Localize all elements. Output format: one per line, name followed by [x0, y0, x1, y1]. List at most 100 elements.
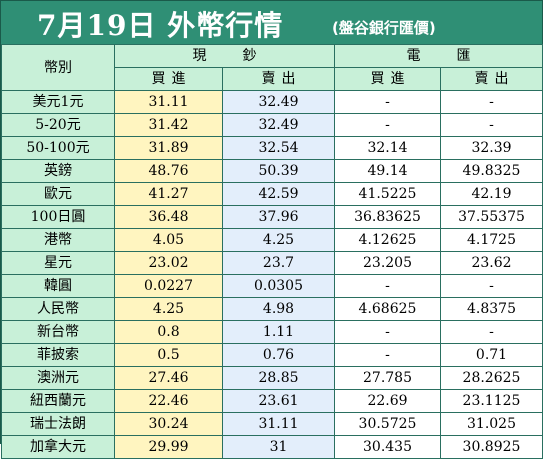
currency-name: 港幣 [1, 228, 115, 252]
wire-buy-rate: - [334, 320, 441, 344]
cash-sell-rate: 32.54 [222, 136, 335, 160]
cash-sell-rate: 32.49 [222, 90, 335, 114]
table-row: 紐西蘭元 22.46 23.61 22.69 23.1125 [1, 389, 543, 413]
title-banner: 7月19日 外幣行情 (盤谷銀行匯價) [1, 1, 542, 44]
currency-name: 人民幣 [1, 297, 115, 321]
wire-sell-rate: 31.025 [440, 412, 543, 436]
wire-buy-rate: 30.5725 [334, 412, 441, 436]
table-row: 加拿大元 29.99 31 30.435 30.8925 [1, 435, 543, 459]
page-title: 7月19日 外幣行情 [37, 9, 284, 42]
currency-column-header: 幣別 [1, 44, 115, 91]
wire-buy-rate: 30.435 [334, 435, 441, 459]
wire-buy-rate: 4.12625 [334, 228, 441, 252]
wire-sell-rate: 28.2625 [440, 366, 543, 390]
cash-sell-rate: 31 [222, 435, 335, 459]
cash-sell-rate: 50.39 [222, 159, 335, 183]
currency-name: 加拿大元 [1, 435, 115, 459]
wire-buy-rate: 41.5225 [334, 182, 441, 206]
cash-sell-rate: 37.96 [222, 205, 335, 229]
currency-name: 星元 [1, 251, 115, 275]
wire-sell-rate: 37.55375 [440, 205, 543, 229]
wire-buy-rate: - [334, 343, 441, 367]
cash-buy-rate: 4.25 [114, 297, 223, 321]
table-row: 菲披索 0.5 0.76-0.71 [1, 343, 543, 367]
wire-sell-rate: 23.62 [440, 251, 543, 275]
currency-name: 瑞士法朗 [1, 412, 115, 436]
wire-buy-rate: - [334, 113, 441, 137]
cash-sell-rate: 4.25 [222, 228, 335, 252]
cash-buy-rate: 30.24 [114, 412, 223, 436]
cash-buy-rate: 23.02 [114, 251, 223, 275]
header-row-subcolumns: 買進 賣出 買進 賣出 [2, 67, 543, 91]
table-row: 50-100元 31.89 32.54 32.14 32.39 [1, 136, 543, 160]
wire-sell-rate: 4.8375 [440, 297, 543, 321]
wire-buy-rate: 22.69 [334, 389, 441, 413]
cash-buy-rate: 0.8 [114, 320, 223, 344]
table-row: 歐元 41.27 42.59 41.5225 42.19 [1, 182, 543, 206]
wire-sell-header: 賣出 [440, 67, 543, 91]
cash-buy-rate: 0.0227 [114, 274, 223, 298]
currency-name: 紐西蘭元 [1, 389, 115, 413]
cash-sell-rate: 32.49 [222, 113, 335, 137]
wire-sell-rate: 23.1125 [440, 389, 543, 413]
wire-sell-rate: 49.8325 [440, 159, 543, 183]
table-row: 港幣 4.05 4.25 4.12625 4.1725 [1, 228, 543, 252]
currency-name: 歐元 [1, 182, 115, 206]
wire-buy-rate: - [334, 274, 441, 298]
table-row: 澳洲元 27.46 28.85 27.785 28.2625 [1, 366, 543, 390]
currency-name: 新台幣 [1, 320, 115, 344]
cash-group-header: 現鈔 [114, 44, 335, 68]
cash-buy-rate: 31.11 [114, 90, 223, 114]
wire-sell-rate: 30.8925 [440, 435, 543, 459]
cash-sell-header: 賣出 [222, 67, 335, 91]
wire-buy-header: 買進 [334, 67, 441, 91]
wire-sell-rate: 32.39 [440, 136, 543, 160]
currency-name: 50-100元 [1, 136, 115, 160]
cash-buy-rate: 22.46 [114, 389, 223, 413]
wire-group-header: 電匯 [334, 44, 543, 68]
currency-name: 100日圓 [1, 205, 115, 229]
wire-sell-rate: - [440, 113, 543, 137]
cash-sell-rate: 23.7 [222, 251, 335, 275]
wire-sell-rate: 42.19 [440, 182, 543, 206]
cash-buy-rate: 36.48 [114, 205, 223, 229]
cash-sell-rate: 23.61 [222, 389, 335, 413]
wire-sell-rate: - [440, 274, 543, 298]
table-row: 韓圓 0.0227 0.0305- - [1, 274, 543, 298]
table-row: 美元1元 31.11 32.49- - [1, 90, 543, 114]
wire-buy-rate: 36.83625 [334, 205, 441, 229]
cash-buy-rate: 29.99 [114, 435, 223, 459]
table-row: 瑞士法朗 30.24 31.11 30.5725 31.025 [1, 412, 543, 436]
currency-name: 美元1元 [1, 90, 115, 114]
table-row: 英鎊 48.76 50.39 49.14 49.8325 [1, 159, 543, 183]
currency-name: 菲披索 [1, 343, 115, 367]
wire-sell-rate: 4.1725 [440, 228, 543, 252]
currency-name: 澳洲元 [1, 366, 115, 390]
table-row: 新台幣 0.8 1.11- - [1, 320, 543, 344]
wire-buy-rate: 49.14 [334, 159, 441, 183]
currency-name: 5-20元 [1, 113, 115, 137]
table-row: 5-20元 31.42 32.49- - [1, 113, 543, 137]
currency-name: 英鎊 [1, 159, 115, 183]
cash-buy-rate: 0.5 [114, 343, 223, 367]
cash-sell-rate: 0.76 [222, 343, 335, 367]
cash-buy-rate: 4.05 [114, 228, 223, 252]
cash-sell-rate: 31.11 [222, 412, 335, 436]
table-row: 星元 23.02 23.7 23.205 23.62 [1, 251, 543, 275]
cash-buy-rate: 31.89 [114, 136, 223, 160]
rate-rows: 美元1元 31.11 32.49- -5-20元 31.42 32.49- -50-100元… [1, 90, 543, 459]
bank-subtitle: (盤谷銀行匯價) [332, 19, 436, 37]
cash-sell-rate: 42.59 [222, 182, 335, 206]
table-row: 人民幣 4.25 4.98 4.68625 4.8375 [1, 297, 543, 321]
currency-name: 韓圓 [1, 274, 115, 298]
wire-sell-rate: 0.71 [440, 343, 543, 367]
cash-buy-rate: 27.46 [114, 366, 223, 390]
cash-buy-header: 買進 [114, 67, 223, 91]
wire-sell-rate: - [440, 320, 543, 344]
cash-sell-rate: 4.98 [222, 297, 335, 321]
cash-buy-rate: 48.76 [114, 159, 223, 183]
wire-buy-rate: 23.205 [334, 251, 441, 275]
exchange-rate-table: 幣別 現鈔 電匯 買進 賣出 買進 賣出 美元1元 31.11 32.49- -5-2… [1, 44, 543, 459]
wire-sell-rate: - [440, 90, 543, 114]
